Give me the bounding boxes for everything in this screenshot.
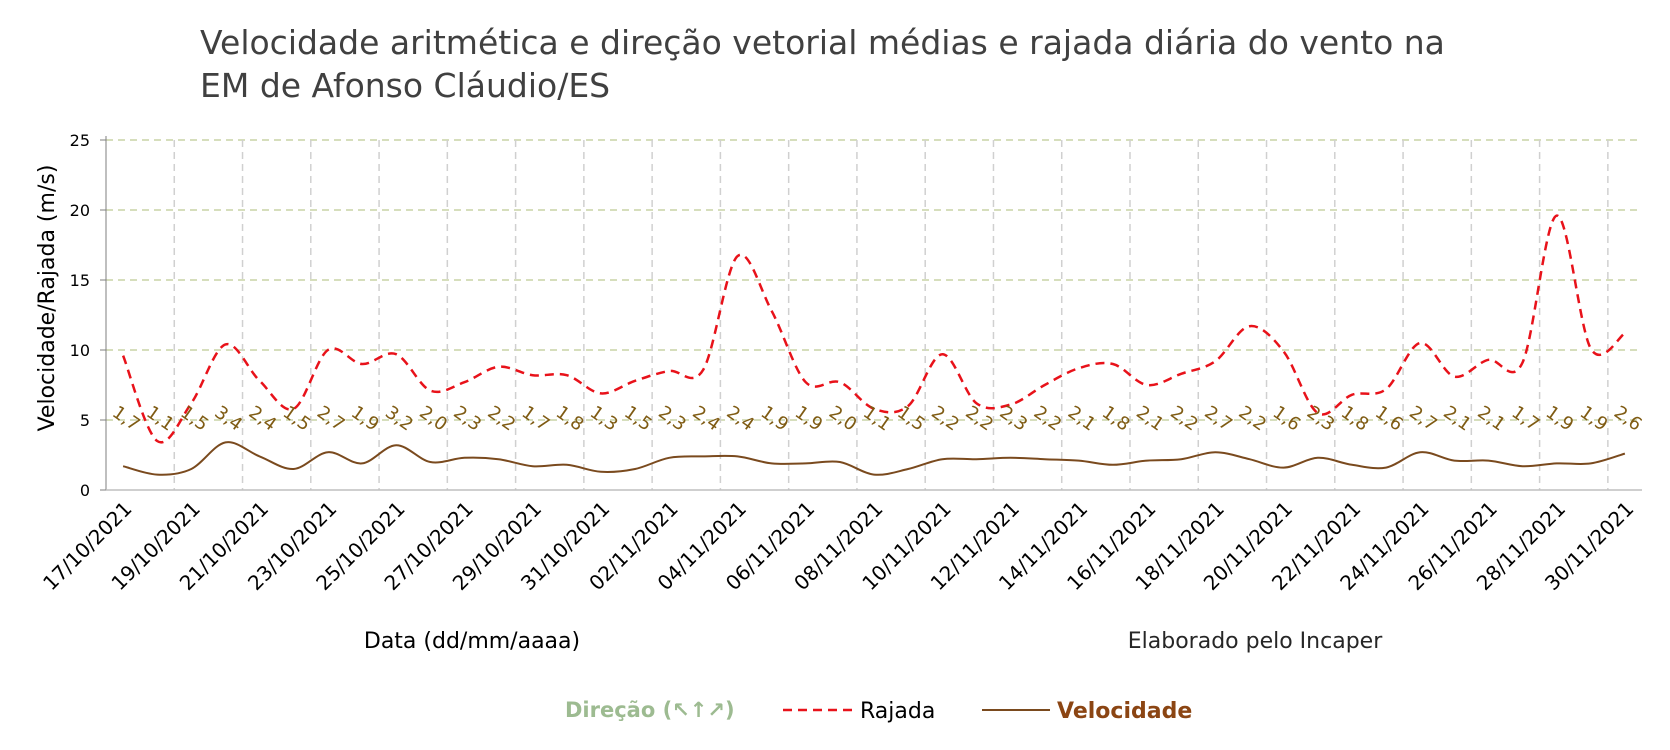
- velocidade-data-label: 1,1: [859, 402, 895, 436]
- velocidade-data-label: 2,6: [1610, 402, 1646, 436]
- velocidade-data-label: 1,8: [1337, 402, 1373, 436]
- y-tick-label: 15: [70, 271, 90, 290]
- axes: [100, 136, 1642, 491]
- velocidade-data-label: 2,3: [654, 402, 690, 436]
- y-tick-label: 0: [80, 481, 90, 500]
- y-tick-label: 25: [70, 131, 90, 150]
- velocidade-data-label: 2,2: [927, 402, 963, 436]
- velocidade-data-label: 1,5: [893, 402, 929, 436]
- velocidade-data-label: 2,2: [962, 402, 998, 436]
- velocidade-data-label: 2,3: [1303, 402, 1339, 436]
- velocidade-data-label: 2,0: [415, 402, 451, 436]
- velocidade-data-label: 1,7: [1508, 402, 1544, 436]
- velocidade-data-label: 2,7: [1405, 402, 1441, 436]
- velocidade-data-label: 2,1: [1474, 402, 1510, 436]
- velocidade-data-label: 3,2: [381, 402, 417, 436]
- velocidade-data-label: 2,7: [313, 402, 349, 436]
- velocidade-data-label: 2,2: [1166, 402, 1202, 436]
- velocidade-data-label: 1,6: [1371, 402, 1407, 436]
- velocidade-data-label: 2,3: [996, 402, 1032, 436]
- chart-title-line2: EM de Afonso Cláudio/ES: [200, 66, 610, 105]
- velocidade-data-label: 1,7: [108, 402, 144, 436]
- velocidade-data-label: 2,2: [1030, 402, 1066, 436]
- velocidade-data-label: 2,7: [1200, 402, 1236, 436]
- velocidade-data-label: 2,1: [1132, 402, 1168, 436]
- y-tick-label: 5: [80, 411, 90, 430]
- velocidade-data-label: 2,1: [1064, 402, 1100, 436]
- velocidade-data-label: 1,9: [347, 402, 383, 436]
- velocidade-data-label: 1,3: [586, 402, 622, 436]
- velocidade-data-label: 2,1: [1439, 402, 1475, 436]
- series-line-rajada: [121, 214, 1626, 444]
- velocidade-data-label: 1,9: [791, 402, 827, 436]
- y-tick-label: 20: [70, 201, 90, 220]
- gridlines: [106, 139, 1642, 490]
- credit-text: Elaborado pelo Incaper: [1128, 629, 1383, 654]
- chart-title-line1: Velocidade aritmética e direção vetorial…: [200, 23, 1445, 62]
- velocidade-data-label: 2,0: [825, 402, 861, 436]
- velocidade-data-label: 1,5: [176, 402, 212, 436]
- legend-rajada: Rajada: [860, 699, 935, 724]
- velocidade-data-label: 1,1: [142, 402, 178, 436]
- series-line-velocidade: [122, 441, 1626, 476]
- legend: Direção (↖↑↗) Rajada Velocidade: [565, 698, 1192, 724]
- legend-direcao: Direção (↖↑↗): [565, 698, 735, 722]
- velocidade-data-label: 2,4: [688, 402, 724, 436]
- x-axis-title: Data (dd/mm/aaaa): [364, 629, 580, 654]
- legend-velocidade: Velocidade: [1057, 699, 1192, 724]
- series-lines: [121, 214, 1626, 476]
- velocidade-data-label: 1,7: [518, 402, 554, 436]
- velocidade-data-label: 2,3: [450, 402, 486, 436]
- velocidade-data-label: 2,4: [723, 402, 759, 436]
- velocidade-data-label: 2,4: [245, 402, 281, 436]
- y-tick-label: 10: [70, 341, 90, 360]
- velocidade-data-label: 1,5: [620, 402, 656, 436]
- velocidade-data-label: 3,4: [211, 402, 247, 436]
- velocidade-data-label: 1,9: [1576, 402, 1612, 436]
- velocidade-data-label: 1,6: [1269, 402, 1305, 436]
- velocidade-data-label: 2,2: [1235, 402, 1271, 436]
- y-axis-title: Velocidade/Rajada (m/s): [35, 165, 60, 432]
- x-tick-labels: 17/10/202119/10/202121/10/202123/10/2021…: [38, 497, 1638, 595]
- velocidade-data-label: 1,9: [757, 402, 793, 436]
- data-labels: 1,71,11,53,42,41,52,71,93,22,02,32,21,71…: [108, 402, 1645, 436]
- y-tick-labels: 0 5 10 15 20 25: [70, 131, 90, 500]
- velocidade-data-label: 1,8: [1098, 402, 1134, 436]
- velocidade-data-label: 2,2: [484, 402, 520, 436]
- velocidade-data-label: 1,8: [552, 402, 588, 436]
- velocidade-data-label: 1,9: [1542, 402, 1578, 436]
